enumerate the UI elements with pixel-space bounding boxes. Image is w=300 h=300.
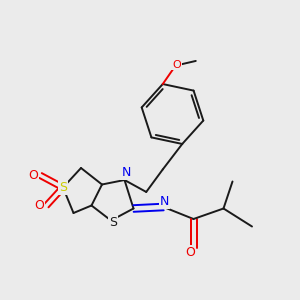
Text: S: S (110, 215, 117, 229)
Text: N: N (160, 195, 169, 208)
Text: O: O (34, 199, 44, 212)
Text: O: O (28, 169, 38, 182)
Text: O: O (172, 59, 181, 70)
Text: N: N (121, 166, 131, 179)
Text: O: O (186, 246, 195, 260)
Text: S: S (59, 181, 67, 194)
